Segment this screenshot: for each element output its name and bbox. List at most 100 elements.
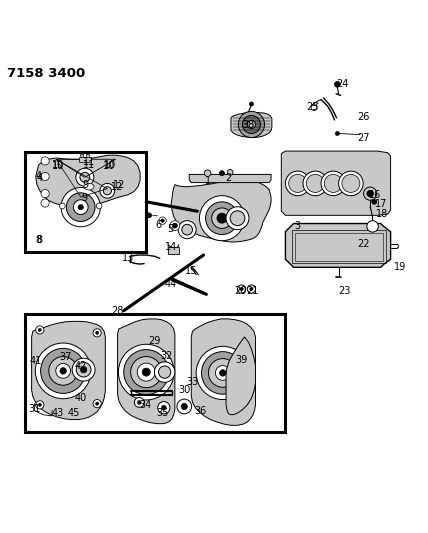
Text: 21: 21 bbox=[247, 286, 259, 296]
Polygon shape bbox=[118, 319, 175, 424]
Circle shape bbox=[204, 170, 211, 176]
Text: 43: 43 bbox=[51, 408, 63, 418]
Bar bbox=[292, 230, 386, 263]
Circle shape bbox=[372, 199, 377, 204]
Circle shape bbox=[170, 221, 180, 230]
Bar bbox=[86, 154, 89, 157]
Circle shape bbox=[202, 352, 244, 394]
Polygon shape bbox=[281, 151, 391, 215]
Circle shape bbox=[247, 120, 256, 128]
Circle shape bbox=[155, 362, 175, 382]
Ellipse shape bbox=[84, 183, 94, 190]
Circle shape bbox=[103, 187, 111, 195]
Text: 2: 2 bbox=[225, 174, 231, 183]
Circle shape bbox=[59, 203, 65, 209]
Circle shape bbox=[230, 211, 245, 225]
Circle shape bbox=[342, 174, 360, 192]
Circle shape bbox=[321, 171, 345, 196]
Circle shape bbox=[41, 172, 49, 181]
Circle shape bbox=[95, 331, 99, 334]
Text: 22: 22 bbox=[357, 239, 369, 249]
Circle shape bbox=[96, 203, 102, 209]
Circle shape bbox=[36, 326, 44, 334]
Circle shape bbox=[159, 217, 166, 224]
Circle shape bbox=[80, 366, 87, 373]
Text: 45: 45 bbox=[68, 408, 80, 418]
Circle shape bbox=[181, 403, 187, 410]
Circle shape bbox=[60, 368, 66, 374]
Text: 31: 31 bbox=[28, 404, 41, 414]
Polygon shape bbox=[189, 174, 271, 183]
Circle shape bbox=[49, 357, 77, 385]
Polygon shape bbox=[191, 319, 256, 425]
Circle shape bbox=[93, 329, 101, 337]
Text: 34: 34 bbox=[139, 400, 151, 410]
Bar bbox=[26, 313, 285, 432]
Circle shape bbox=[196, 346, 250, 400]
Text: 5: 5 bbox=[168, 224, 174, 234]
Circle shape bbox=[95, 402, 99, 405]
Circle shape bbox=[339, 171, 363, 196]
Text: 11: 11 bbox=[83, 160, 95, 170]
Text: 38: 38 bbox=[242, 120, 255, 130]
Circle shape bbox=[250, 102, 253, 106]
Circle shape bbox=[220, 171, 224, 176]
Circle shape bbox=[226, 207, 249, 230]
Text: 7: 7 bbox=[143, 213, 149, 223]
Circle shape bbox=[76, 362, 91, 377]
Circle shape bbox=[56, 364, 71, 378]
Circle shape bbox=[41, 190, 49, 198]
Text: 9: 9 bbox=[83, 180, 89, 190]
Circle shape bbox=[80, 172, 90, 182]
Bar bbox=[295, 233, 383, 261]
Circle shape bbox=[288, 174, 307, 192]
Text: 19: 19 bbox=[394, 262, 406, 271]
Circle shape bbox=[240, 287, 243, 290]
Text: 29: 29 bbox=[148, 336, 160, 346]
Text: 12: 12 bbox=[113, 181, 125, 190]
Text: 13: 13 bbox=[122, 253, 134, 263]
Circle shape bbox=[72, 358, 95, 381]
Circle shape bbox=[66, 193, 95, 222]
Circle shape bbox=[134, 398, 144, 407]
Circle shape bbox=[220, 370, 226, 376]
Text: 40: 40 bbox=[74, 393, 87, 403]
Circle shape bbox=[158, 401, 170, 414]
Text: 10: 10 bbox=[52, 161, 64, 171]
Circle shape bbox=[137, 400, 141, 405]
Text: 4: 4 bbox=[36, 171, 42, 181]
Circle shape bbox=[285, 171, 310, 196]
Text: 30: 30 bbox=[178, 385, 190, 395]
Polygon shape bbox=[226, 337, 256, 415]
Circle shape bbox=[38, 328, 42, 332]
Circle shape bbox=[147, 213, 152, 218]
Text: 15: 15 bbox=[185, 265, 197, 276]
Text: 28: 28 bbox=[111, 306, 124, 316]
Circle shape bbox=[303, 171, 327, 196]
Circle shape bbox=[205, 202, 238, 235]
Polygon shape bbox=[36, 155, 140, 206]
Bar bbox=[80, 154, 83, 157]
Circle shape bbox=[367, 190, 373, 197]
Circle shape bbox=[161, 219, 164, 222]
Text: 27: 27 bbox=[357, 133, 369, 142]
Text: 41: 41 bbox=[30, 357, 42, 367]
Circle shape bbox=[158, 366, 171, 378]
Circle shape bbox=[306, 174, 324, 192]
Circle shape bbox=[119, 344, 174, 400]
Circle shape bbox=[124, 350, 169, 394]
Circle shape bbox=[238, 285, 246, 293]
Text: 18: 18 bbox=[375, 209, 388, 219]
Text: 11: 11 bbox=[83, 157, 95, 167]
Circle shape bbox=[182, 224, 193, 235]
Polygon shape bbox=[32, 321, 105, 419]
Circle shape bbox=[36, 401, 44, 409]
Bar bbox=[26, 152, 146, 252]
Circle shape bbox=[161, 405, 166, 410]
Text: 24: 24 bbox=[336, 79, 349, 90]
Circle shape bbox=[311, 105, 317, 110]
Text: 7158 3400: 7158 3400 bbox=[7, 67, 85, 80]
Text: 10: 10 bbox=[104, 160, 116, 170]
Text: 32: 32 bbox=[160, 351, 173, 361]
Circle shape bbox=[250, 287, 253, 290]
